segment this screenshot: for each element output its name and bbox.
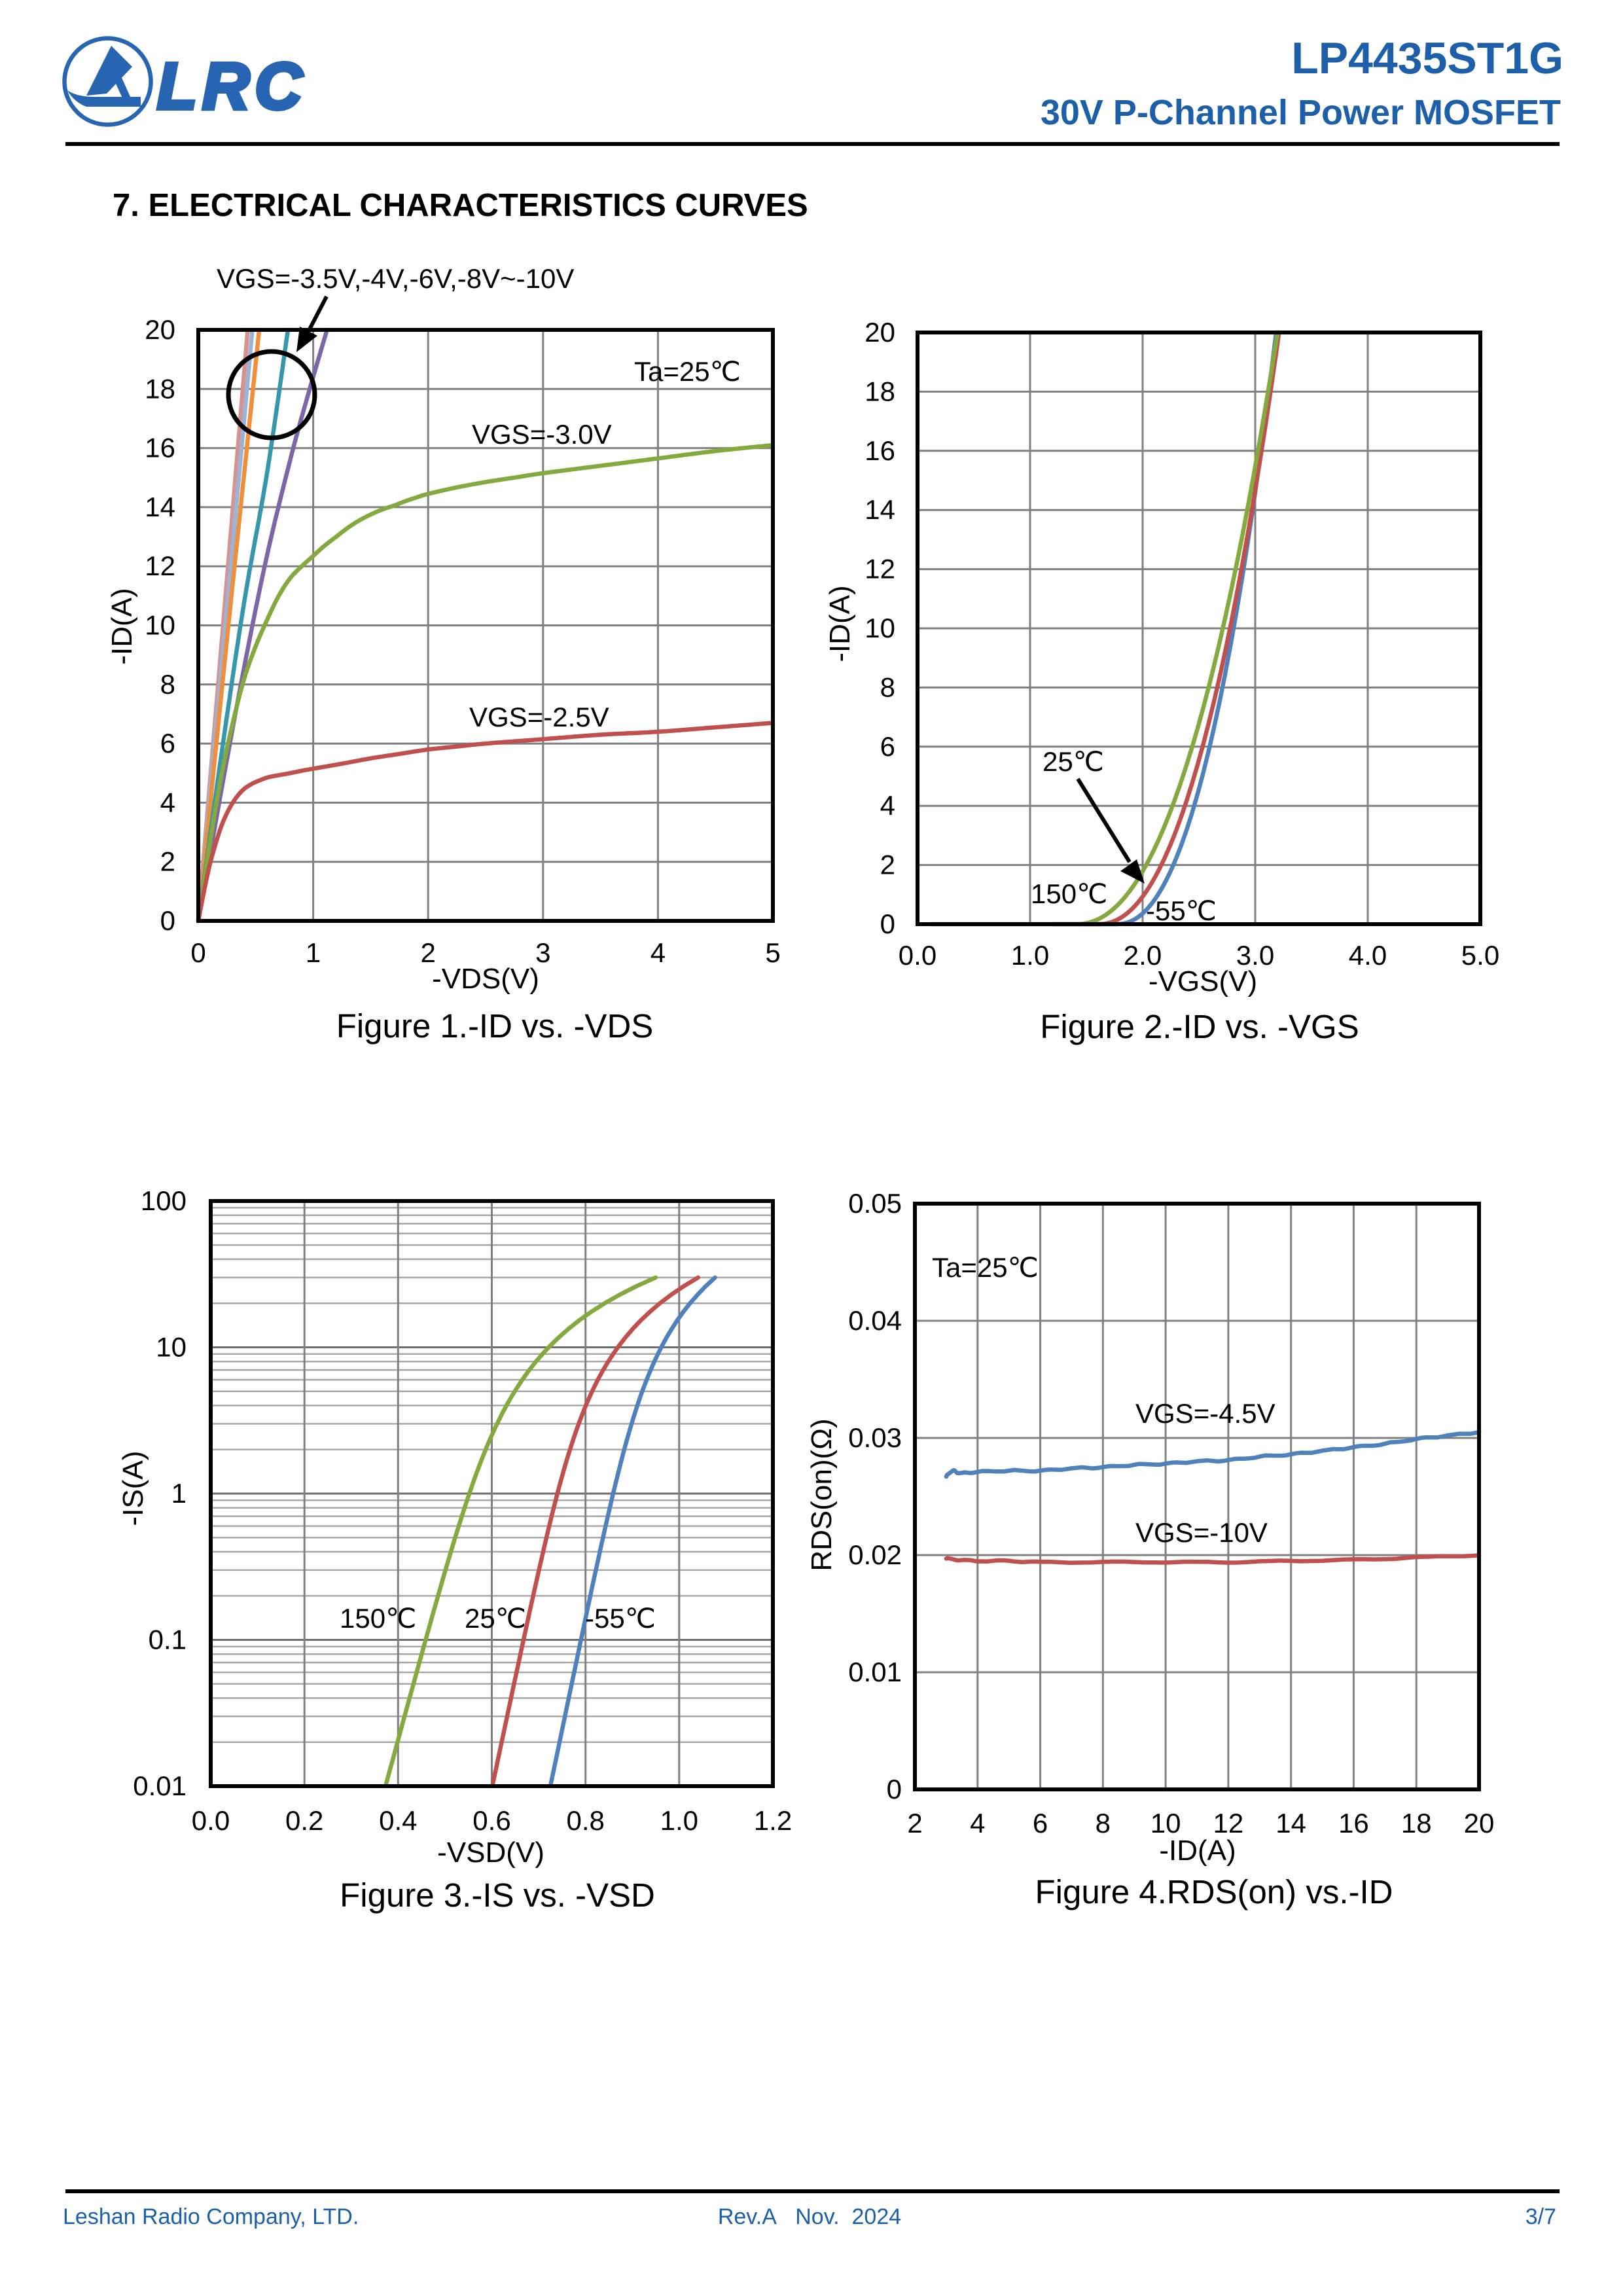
svg-text:7. ELECTRICAL CHARACTERISTICS: 7. ELECTRICAL CHARACTERISTICS CURVES xyxy=(113,188,808,223)
svg-text:0.0: 0.0 xyxy=(899,940,936,971)
svg-text:0.6: 0.6 xyxy=(473,1805,510,1836)
svg-text:18: 18 xyxy=(145,373,175,404)
svg-text:6: 6 xyxy=(880,731,895,762)
svg-text:Leshan Radio Company, LTD.: Leshan Radio Company, LTD. xyxy=(63,2204,359,2229)
svg-text:8: 8 xyxy=(160,669,175,700)
svg-text:-ID(A): -ID(A) xyxy=(824,585,856,662)
svg-text:1.0: 1.0 xyxy=(660,1805,698,1836)
svg-text:-IS(A): -IS(A) xyxy=(117,1451,149,1526)
svg-text:18: 18 xyxy=(865,376,895,406)
svg-text:-55℃: -55℃ xyxy=(1146,895,1217,926)
svg-text:2.0: 2.0 xyxy=(1124,940,1162,971)
svg-text:12: 12 xyxy=(865,554,895,584)
svg-text:0.03: 0.03 xyxy=(848,1422,902,1453)
svg-text:0.01: 0.01 xyxy=(133,1770,187,1801)
svg-text:150℃: 150℃ xyxy=(1031,878,1107,909)
svg-text:14: 14 xyxy=(1275,1808,1306,1839)
svg-text:10: 10 xyxy=(1150,1808,1181,1839)
svg-text:-VGS(V): -VGS(V) xyxy=(1149,965,1257,997)
svg-text:4: 4 xyxy=(970,1808,985,1839)
svg-text:6: 6 xyxy=(1033,1808,1048,1839)
svg-text:Figure 2.-ID vs. -VGS: Figure 2.-ID vs. -VGS xyxy=(1040,1008,1359,1045)
svg-text:2: 2 xyxy=(907,1808,922,1839)
svg-text:2: 2 xyxy=(880,850,895,880)
svg-text:0.0: 0.0 xyxy=(192,1805,230,1836)
svg-text:Ta=25℃: Ta=25℃ xyxy=(634,356,741,387)
svg-text:0: 0 xyxy=(880,908,895,939)
svg-text:2: 2 xyxy=(421,937,436,968)
svg-text:0.01: 0.01 xyxy=(848,1657,902,1687)
svg-text:20: 20 xyxy=(145,314,175,345)
svg-text:5.0: 5.0 xyxy=(1461,940,1499,971)
svg-text:LP4435ST1G: LP4435ST1G xyxy=(1291,33,1563,83)
svg-text:16: 16 xyxy=(865,435,895,466)
svg-text:14: 14 xyxy=(865,494,895,525)
svg-text:-VSD(V): -VSD(V) xyxy=(437,1837,544,1869)
svg-text:0: 0 xyxy=(160,905,175,936)
svg-text:VGS=-3.0V: VGS=-3.0V xyxy=(472,419,612,450)
svg-text:0.1: 0.1 xyxy=(149,1624,187,1655)
svg-text:8: 8 xyxy=(1096,1808,1111,1839)
svg-text:4: 4 xyxy=(880,790,895,821)
svg-text:30V P-Channel Power MOSFET: 30V P-Channel Power MOSFET xyxy=(1041,93,1561,132)
svg-text:LRC: LRC xyxy=(157,50,308,123)
svg-text:20: 20 xyxy=(1464,1808,1495,1839)
svg-text:150℃: 150℃ xyxy=(340,1603,416,1634)
svg-text:4.0: 4.0 xyxy=(1349,940,1387,971)
svg-text:100: 100 xyxy=(141,1185,187,1216)
svg-text:-ID(A): -ID(A) xyxy=(1159,1835,1236,1867)
svg-text:VGS=-10V: VGS=-10V xyxy=(1135,1517,1268,1548)
svg-text:5: 5 xyxy=(765,937,780,968)
svg-text:Rev.A Nov. 2024: Rev.A Nov. 2024 xyxy=(718,2204,901,2229)
svg-text:VGS=-2.5V: VGS=-2.5V xyxy=(469,702,609,732)
svg-text:3.0: 3.0 xyxy=(1236,940,1274,971)
svg-text:6: 6 xyxy=(160,728,175,759)
svg-text:25℃: 25℃ xyxy=(1043,746,1104,777)
svg-text:18: 18 xyxy=(1401,1808,1432,1839)
svg-text:14: 14 xyxy=(145,492,175,522)
svg-text:0: 0 xyxy=(887,1774,902,1804)
svg-text:VGS=-3.5V,-4V,-6V,-8V~-10V: VGS=-3.5V,-4V,-6V,-8V~-10V xyxy=(217,263,574,294)
svg-text:0.2: 0.2 xyxy=(285,1805,323,1836)
svg-text:12: 12 xyxy=(1213,1808,1244,1839)
svg-text:0.02: 0.02 xyxy=(848,1539,902,1570)
svg-text:0.8: 0.8 xyxy=(566,1805,604,1836)
svg-text:25℃: 25℃ xyxy=(465,1603,526,1634)
svg-text:10: 10 xyxy=(865,613,895,643)
svg-text:0.05: 0.05 xyxy=(848,1188,902,1219)
svg-text:VGS=-4.5V: VGS=-4.5V xyxy=(1135,1398,1275,1429)
svg-text:Figure 3.-IS vs. -VSD: Figure 3.-IS vs. -VSD xyxy=(340,1876,655,1914)
svg-text:20: 20 xyxy=(865,317,895,348)
svg-text:1.0: 1.0 xyxy=(1011,940,1049,971)
svg-text:8: 8 xyxy=(880,672,895,702)
svg-text:0: 0 xyxy=(190,937,205,968)
svg-text:Figure 4.RDS(on) vs.-ID: Figure 4.RDS(on) vs.-ID xyxy=(1035,1873,1393,1910)
svg-text:3/7: 3/7 xyxy=(1525,2204,1556,2229)
svg-text:10: 10 xyxy=(145,610,175,641)
svg-text:-55℃: -55℃ xyxy=(585,1603,656,1634)
svg-text:0.4: 0.4 xyxy=(379,1805,417,1836)
svg-text:Ta=25℃: Ta=25℃ xyxy=(932,1252,1039,1283)
svg-text:16: 16 xyxy=(1338,1808,1369,1839)
svg-text:1: 1 xyxy=(171,1478,187,1509)
svg-text:3: 3 xyxy=(535,937,550,968)
svg-text:2: 2 xyxy=(160,846,175,877)
svg-text:0.04: 0.04 xyxy=(848,1305,902,1336)
svg-text:12: 12 xyxy=(145,550,175,581)
svg-text:1: 1 xyxy=(306,937,321,968)
svg-text:-VDS(V): -VDS(V) xyxy=(432,963,539,995)
svg-text:10: 10 xyxy=(156,1332,187,1363)
svg-text:4: 4 xyxy=(160,787,175,817)
svg-text:1.2: 1.2 xyxy=(754,1805,792,1836)
svg-text:4: 4 xyxy=(651,937,666,968)
svg-text:16: 16 xyxy=(145,433,175,463)
svg-text:-ID(A): -ID(A) xyxy=(106,588,138,664)
svg-text:RDS(on)(Ω): RDS(on)(Ω) xyxy=(806,1418,838,1571)
svg-text:Figure 1.-ID vs. -VDS: Figure 1.-ID vs. -VDS xyxy=(336,1007,654,1045)
